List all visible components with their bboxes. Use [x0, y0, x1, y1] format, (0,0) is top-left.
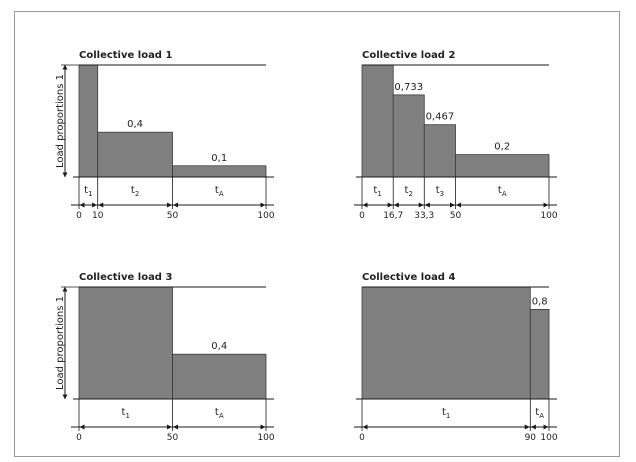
period-subscript: A [219, 412, 224, 420]
period-letter: t [84, 185, 88, 196]
x-tick-label: 0 [359, 211, 365, 221]
bar [423, 124, 456, 178]
period-subscript: 1 [88, 190, 92, 198]
x-tick-label: 50 [167, 211, 179, 221]
period-label: tA [215, 407, 224, 420]
x-tick-label: 90 [525, 433, 537, 443]
bar [78, 286, 173, 400]
x-tick-label: 16,7 [383, 211, 403, 221]
period-letter: t [215, 407, 219, 418]
bar-value-label: 0,2 [494, 142, 510, 153]
x-tick-label: 0 [359, 433, 365, 443]
period-subscript: A [539, 412, 544, 420]
period-subscript: 1 [377, 190, 381, 198]
period-label: t2 [405, 185, 413, 198]
period-letter: t [122, 407, 126, 418]
period-letter: t [436, 185, 440, 196]
chart-title: Collective load 4 [362, 272, 455, 283]
period-subscript: A [502, 190, 507, 198]
period-label: t2 [131, 185, 139, 198]
x-tick-label: 10 [92, 211, 104, 221]
x-tick-label: 50 [450, 211, 462, 221]
period-label: t1 [122, 407, 130, 420]
x-tick-label: 100 [257, 211, 274, 221]
chart-panel-1: Collective load 1 Load proportions 1 0,4 0,… [55, 50, 275, 221]
chart-panel-4: Collective load 40,8t1 tA0 90 100 [354, 272, 558, 443]
bar [97, 131, 173, 178]
x-tick-label: 0 [76, 211, 82, 221]
period-letter: t [215, 185, 219, 196]
period-subscript: 3 [440, 190, 444, 198]
period-label: tA [498, 185, 507, 198]
bar-value-label: 0,4 [211, 341, 227, 352]
period-label: tA [215, 185, 224, 198]
period-subscript: 1 [446, 412, 450, 420]
bar-value-label: 0,733 [394, 82, 423, 93]
bar [78, 64, 99, 178]
bar [172, 165, 267, 178]
period-label: t1 [373, 185, 381, 198]
period-letter: t [373, 185, 377, 196]
period-letter: t [131, 185, 135, 196]
bar-value-label: 0,467 [426, 112, 455, 123]
chart-title: Collective load 1 [79, 50, 172, 61]
period-subscript: 1 [125, 412, 129, 420]
period-label: t3 [436, 185, 444, 198]
period-letter: t [498, 185, 502, 196]
y-axis-label: Load proportions 1 [55, 296, 66, 390]
period-subscript: A [219, 190, 224, 198]
x-tick-label: 33,3 [414, 211, 434, 221]
period-letter: t [405, 185, 409, 196]
period-label: tA [535, 407, 544, 420]
x-tick-label: 100 [257, 433, 274, 443]
x-tick-label: 100 [540, 211, 557, 221]
period-label: t1 [442, 407, 450, 420]
period-letter: t [442, 407, 446, 418]
chart-title: Collective load 2 [362, 50, 455, 61]
x-tick-label: 0 [76, 433, 82, 443]
bar-value-label: 0,1 [211, 153, 227, 164]
period-label: t1 [84, 185, 92, 198]
bar [361, 286, 531, 400]
bar [361, 64, 394, 178]
period-subscript: 2 [408, 190, 412, 198]
bar-value-label: 0,4 [127, 119, 143, 130]
chart-title: Collective load 3 [79, 272, 172, 283]
bar-value-label: 0,8 [532, 296, 548, 307]
x-tick-label: 100 [540, 433, 557, 443]
bar [455, 154, 550, 178]
y-axis-label: Load proportions 1 [55, 74, 66, 168]
period-subscript: 2 [135, 190, 139, 198]
bar [529, 308, 550, 400]
period-letter: t [535, 407, 539, 418]
x-tick-label: 50 [167, 433, 179, 443]
bar [392, 94, 425, 178]
bar [172, 353, 267, 400]
